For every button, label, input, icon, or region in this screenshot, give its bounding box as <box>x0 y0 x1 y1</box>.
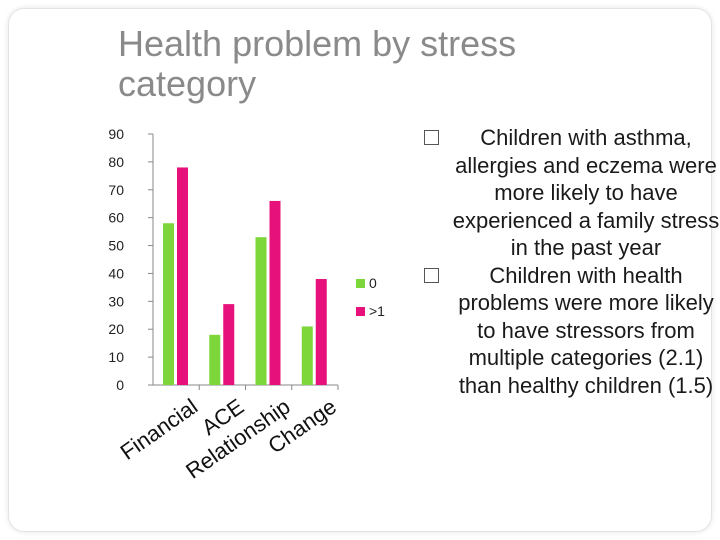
legend-label: 0 <box>369 275 377 291</box>
y-tick-label: 60 <box>108 210 124 226</box>
y-tick-label: 90 <box>108 126 124 142</box>
y-tick-label: 10 <box>108 349 124 365</box>
y-tick-label: 40 <box>108 265 124 281</box>
bullet-text: Children with asthma, allergies and ecze… <box>452 125 720 260</box>
y-tick-label: 50 <box>108 238 124 254</box>
y-tick-label: 0 <box>116 377 124 393</box>
bullet-list: Children with asthma, allergies and ecze… <box>424 124 720 399</box>
bar <box>315 279 327 385</box>
bar <box>223 304 235 385</box>
y-tick-label: 80 <box>108 154 124 170</box>
legend-swatch <box>356 307 365 316</box>
y-tick-label: 20 <box>108 321 124 337</box>
x-category-label: Financial <box>116 394 202 465</box>
bullet-box-icon <box>424 130 439 145</box>
bar <box>269 200 281 385</box>
bar <box>163 223 174 385</box>
bar <box>209 334 221 385</box>
bar <box>255 237 267 385</box>
bullet-item-stressors: Children with health problems were more … <box>424 262 720 400</box>
y-tick-label: 30 <box>108 293 124 309</box>
bullet-item-asthma: Children with asthma, allergies and ecze… <box>424 124 720 262</box>
bullet-text: Children with health problems were more … <box>458 262 714 398</box>
slide-title: Health problem by stress category <box>118 23 517 104</box>
y-tick-label: 70 <box>108 182 124 198</box>
legend-swatch <box>356 279 365 288</box>
bullet-box-icon <box>424 267 439 283</box>
bar <box>177 167 188 385</box>
slide-frame <box>8 8 712 532</box>
legend-label: >1 <box>369 303 385 319</box>
bar <box>301 326 313 385</box>
